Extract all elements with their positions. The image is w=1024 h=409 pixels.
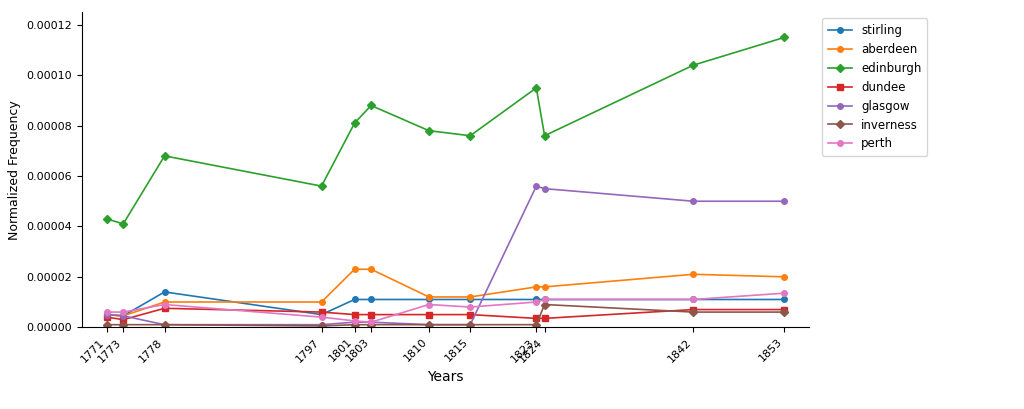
aberdeen [100, 312, 113, 317]
stirling [687, 297, 699, 302]
dundee [117, 317, 129, 322]
glasgow [365, 320, 377, 325]
dundee [530, 316, 543, 321]
stirling [464, 297, 476, 302]
aberdeen [687, 272, 699, 277]
dundee [464, 312, 476, 317]
aberdeen [539, 284, 551, 289]
edinburgh [530, 85, 543, 90]
perth [539, 297, 551, 302]
inverness [778, 310, 791, 315]
glasgow [315, 322, 328, 327]
Line: inverness: inverness [103, 302, 787, 329]
edinburgh [687, 63, 699, 67]
inverness [530, 322, 543, 327]
glasgow [117, 313, 129, 318]
Legend: stirling, aberdeen, edinburgh, dundee, glasgow, inverness, perth: stirling, aberdeen, edinburgh, dundee, g… [822, 18, 928, 156]
X-axis label: Years: Years [427, 370, 464, 384]
Line: edinburgh: edinburgh [103, 35, 787, 227]
Line: glasgow: glasgow [103, 183, 787, 328]
glasgow [539, 186, 551, 191]
dundee [778, 307, 791, 312]
edinburgh [464, 133, 476, 138]
edinburgh [159, 153, 171, 158]
inverness [539, 302, 551, 307]
inverness [464, 322, 476, 327]
stirling [365, 297, 377, 302]
edinburgh [423, 128, 435, 133]
edinburgh [315, 184, 328, 189]
dundee [365, 312, 377, 317]
inverness [117, 322, 129, 327]
Y-axis label: Normalized Frequency: Normalized Frequency [8, 100, 20, 240]
dundee [100, 315, 113, 319]
glasgow [100, 312, 113, 317]
stirling [348, 297, 360, 302]
aberdeen [530, 284, 543, 289]
perth [423, 302, 435, 307]
perth [365, 320, 377, 325]
dundee [159, 306, 171, 311]
stirling [530, 297, 543, 302]
dundee [315, 310, 328, 315]
edinburgh [348, 121, 360, 126]
perth [687, 297, 699, 302]
edinburgh [778, 35, 791, 40]
inverness [159, 322, 171, 327]
dundee [423, 312, 435, 317]
aberdeen [159, 299, 171, 304]
perth [464, 305, 476, 310]
stirling [423, 297, 435, 302]
aberdeen [778, 274, 791, 279]
edinburgh [365, 103, 377, 108]
glasgow [778, 199, 791, 204]
inverness [100, 322, 113, 327]
aberdeen [117, 313, 129, 318]
Line: dundee: dundee [103, 306, 787, 322]
glasgow [423, 322, 435, 327]
perth [348, 319, 360, 324]
stirling [778, 297, 791, 302]
perth [117, 310, 129, 315]
glasgow [348, 320, 360, 325]
glasgow [687, 199, 699, 204]
glasgow [464, 322, 476, 327]
aberdeen [348, 267, 360, 272]
edinburgh [539, 133, 551, 138]
stirling [100, 312, 113, 317]
glasgow [530, 184, 543, 189]
perth [100, 310, 113, 315]
aberdeen [423, 294, 435, 299]
inverness [348, 322, 360, 327]
perth [315, 315, 328, 319]
Line: perth: perth [103, 290, 787, 325]
stirling [117, 313, 129, 318]
aberdeen [315, 299, 328, 304]
edinburgh [117, 221, 129, 226]
aberdeen [365, 267, 377, 272]
stirling [159, 290, 171, 294]
Line: aberdeen: aberdeen [103, 267, 787, 319]
inverness [687, 310, 699, 315]
dundee [539, 316, 551, 321]
aberdeen [464, 294, 476, 299]
perth [159, 302, 171, 307]
perth [778, 291, 791, 296]
inverness [365, 322, 377, 327]
glasgow [159, 322, 171, 327]
edinburgh [100, 216, 113, 221]
dundee [348, 312, 360, 317]
inverness [423, 322, 435, 327]
stirling [315, 312, 328, 317]
inverness [315, 324, 328, 328]
Line: stirling: stirling [103, 289, 787, 319]
perth [530, 299, 543, 304]
stirling [539, 297, 551, 302]
dundee [687, 307, 699, 312]
